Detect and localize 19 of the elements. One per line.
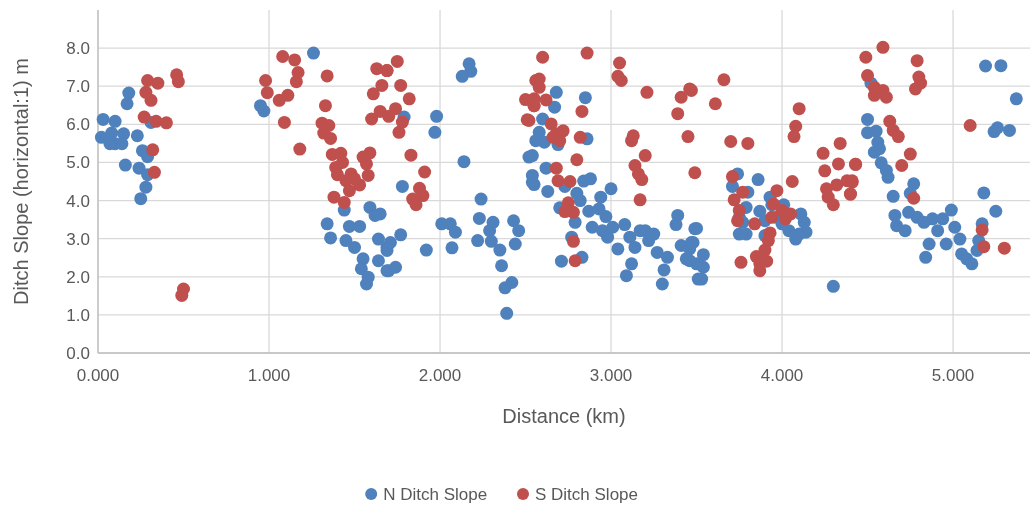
y-tick-label: 8.0 — [66, 39, 90, 59]
y-tick-label: 6.0 — [66, 115, 90, 135]
x-tick-label: 3.000 — [589, 366, 633, 385]
x-tick-label: 0.000 — [76, 366, 120, 385]
x-tick-label: 5.000 — [931, 366, 975, 385]
y-tick-label: 2.0 — [66, 267, 90, 287]
x-tick-label: 2.000 — [418, 366, 462, 385]
y-tick-label: 5.0 — [66, 153, 90, 173]
legend-label: N Ditch Slope — [383, 484, 488, 504]
y-axis-title: Ditch Slope (horizontal:1) m — [10, 58, 32, 305]
legend-label: S Ditch Slope — [535, 484, 638, 504]
y-tick-label: 1.0 — [66, 305, 90, 325]
y-tick-label: 0.0 — [66, 343, 90, 363]
x-axis-title: Distance (km) — [502, 405, 626, 427]
x-tick-label: 1.000 — [247, 366, 291, 385]
x-tick-label: 4.000 — [760, 366, 804, 385]
y-tick-label: 4.0 — [66, 191, 90, 211]
y-tick-label: 3.0 — [66, 229, 90, 249]
y-tick-label: 7.0 — [66, 77, 90, 97]
